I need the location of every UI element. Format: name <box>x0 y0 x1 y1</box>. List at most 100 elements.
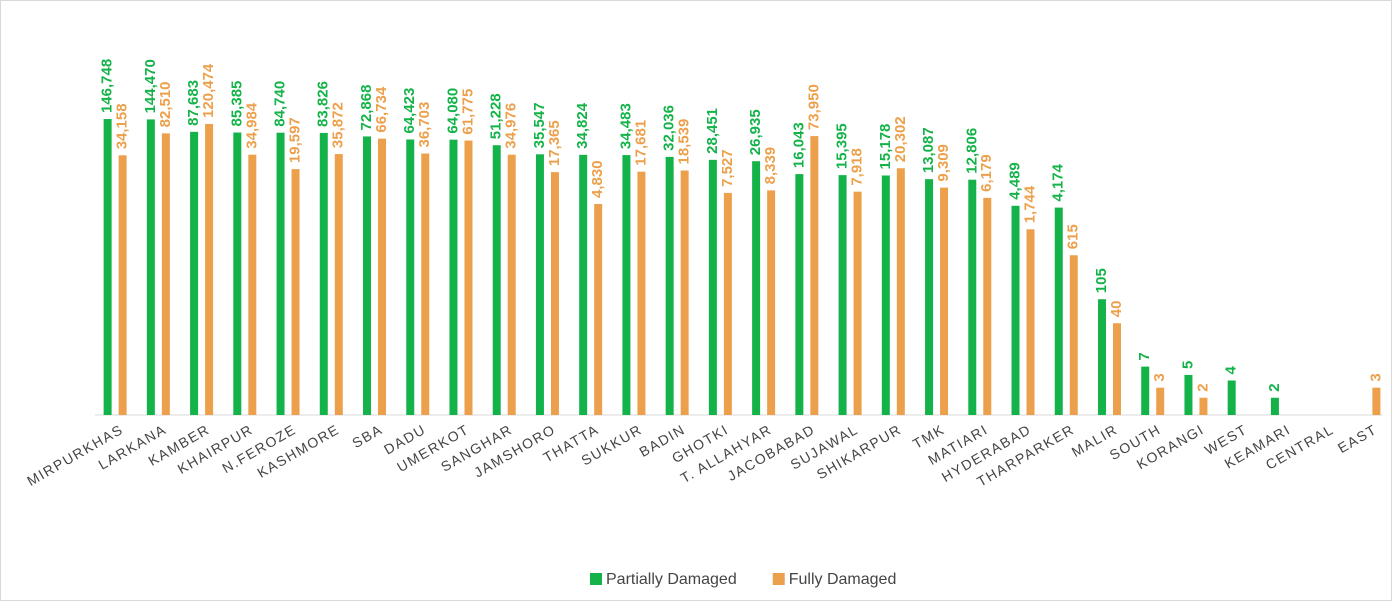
value-label: 2 <box>1266 383 1283 391</box>
bar <box>723 192 732 415</box>
value-label: 87,683 <box>185 80 202 126</box>
bar <box>233 132 242 415</box>
bar <box>680 170 689 415</box>
value-label: 35,547 <box>531 102 548 148</box>
bar <box>925 179 934 415</box>
bar <box>161 133 170 415</box>
bar <box>1156 387 1165 415</box>
value-label: 34,158 <box>114 103 131 149</box>
bar <box>449 139 458 415</box>
bar <box>1372 387 1381 415</box>
bar <box>881 175 890 415</box>
bar <box>1011 205 1020 415</box>
value-label: 16,043 <box>790 122 807 168</box>
bar <box>103 119 112 415</box>
value-label: 146,748 <box>99 59 116 113</box>
value-label: 83,826 <box>315 81 332 127</box>
value-label: 26,935 <box>747 109 764 155</box>
bar <box>118 155 127 415</box>
value-label: 64,423 <box>401 88 418 134</box>
value-label: 64,080 <box>444 88 461 134</box>
value-label: 9,309 <box>935 144 952 182</box>
bar <box>594 203 603 415</box>
bar <box>708 159 717 415</box>
value-label: 51,228 <box>488 93 505 139</box>
bar <box>810 136 819 415</box>
bar <box>205 123 214 416</box>
value-label: 120,474 <box>200 63 217 118</box>
bar <box>853 191 862 415</box>
bar <box>146 119 155 415</box>
bar <box>1270 397 1279 415</box>
value-label: 18,539 <box>676 119 693 165</box>
value-label: 615 <box>1065 224 1082 249</box>
value-label: 4,489 <box>1006 162 1023 200</box>
bar <box>1199 397 1208 415</box>
value-label: 84,740 <box>272 81 289 127</box>
value-label: 17,365 <box>546 120 563 166</box>
value-label: 34,824 <box>574 102 591 149</box>
bar <box>334 154 343 415</box>
value-label: 34,984 <box>243 102 260 149</box>
value-label: 8,339 <box>762 147 779 185</box>
value-label: 61,775 <box>459 89 476 135</box>
bar <box>464 140 473 415</box>
value-label: 34,483 <box>617 103 634 149</box>
value-label: 144,470 <box>142 59 159 113</box>
value-label: 35,872 <box>330 102 347 148</box>
value-label: 5 <box>1179 361 1196 369</box>
bar <box>291 169 300 415</box>
bar <box>1054 207 1063 415</box>
value-label: 105 <box>1093 268 1110 293</box>
bar <box>622 155 631 415</box>
bar <box>838 175 847 415</box>
value-label: 85,385 <box>228 81 245 127</box>
bar <box>795 174 804 415</box>
legend-swatch <box>772 573 785 585</box>
value-label: 72,868 <box>358 85 375 131</box>
value-label: 7 <box>1136 352 1153 360</box>
bar <box>1112 323 1121 415</box>
bar <box>1227 380 1236 415</box>
bar <box>378 138 387 415</box>
value-label: 34,976 <box>503 103 520 149</box>
bar <box>319 132 328 415</box>
value-label: 66,734 <box>373 86 390 133</box>
value-label: 2 <box>1194 383 1211 391</box>
bar <box>665 156 674 415</box>
value-label: 82,510 <box>157 81 174 127</box>
bar <box>190 131 199 416</box>
bar <box>896 168 905 415</box>
bar <box>276 132 285 416</box>
value-label: 19,597 <box>287 117 304 163</box>
bar <box>550 172 559 415</box>
x-tick-label: EAST <box>1335 421 1380 456</box>
value-label: 6,179 <box>978 154 995 192</box>
bar <box>535 154 544 415</box>
bar <box>363 136 372 415</box>
bar <box>492 145 501 415</box>
value-label: 15,178 <box>877 124 894 170</box>
bar <box>1184 374 1193 415</box>
value-label: 13,087 <box>920 127 937 173</box>
bar <box>752 161 761 415</box>
value-label: 17,681 <box>632 120 649 166</box>
bar <box>637 171 646 415</box>
bar <box>507 154 516 415</box>
bar <box>1141 366 1150 415</box>
value-label: 28,451 <box>704 108 721 154</box>
bar <box>1026 229 1035 415</box>
value-label: 4,174 <box>1050 163 1067 201</box>
bar <box>1097 299 1106 415</box>
value-label: 4,830 <box>589 160 606 198</box>
value-label: 40 <box>1108 301 1125 318</box>
bar <box>248 154 257 416</box>
value-label: 32,036 <box>661 105 678 151</box>
value-label: 3 <box>1367 373 1384 381</box>
x-tick-label: SBA <box>349 421 385 451</box>
legend-swatch <box>590 573 602 585</box>
value-label: 12,806 <box>963 128 980 174</box>
bar <box>767 190 776 415</box>
value-label: 7,527 <box>719 149 736 187</box>
